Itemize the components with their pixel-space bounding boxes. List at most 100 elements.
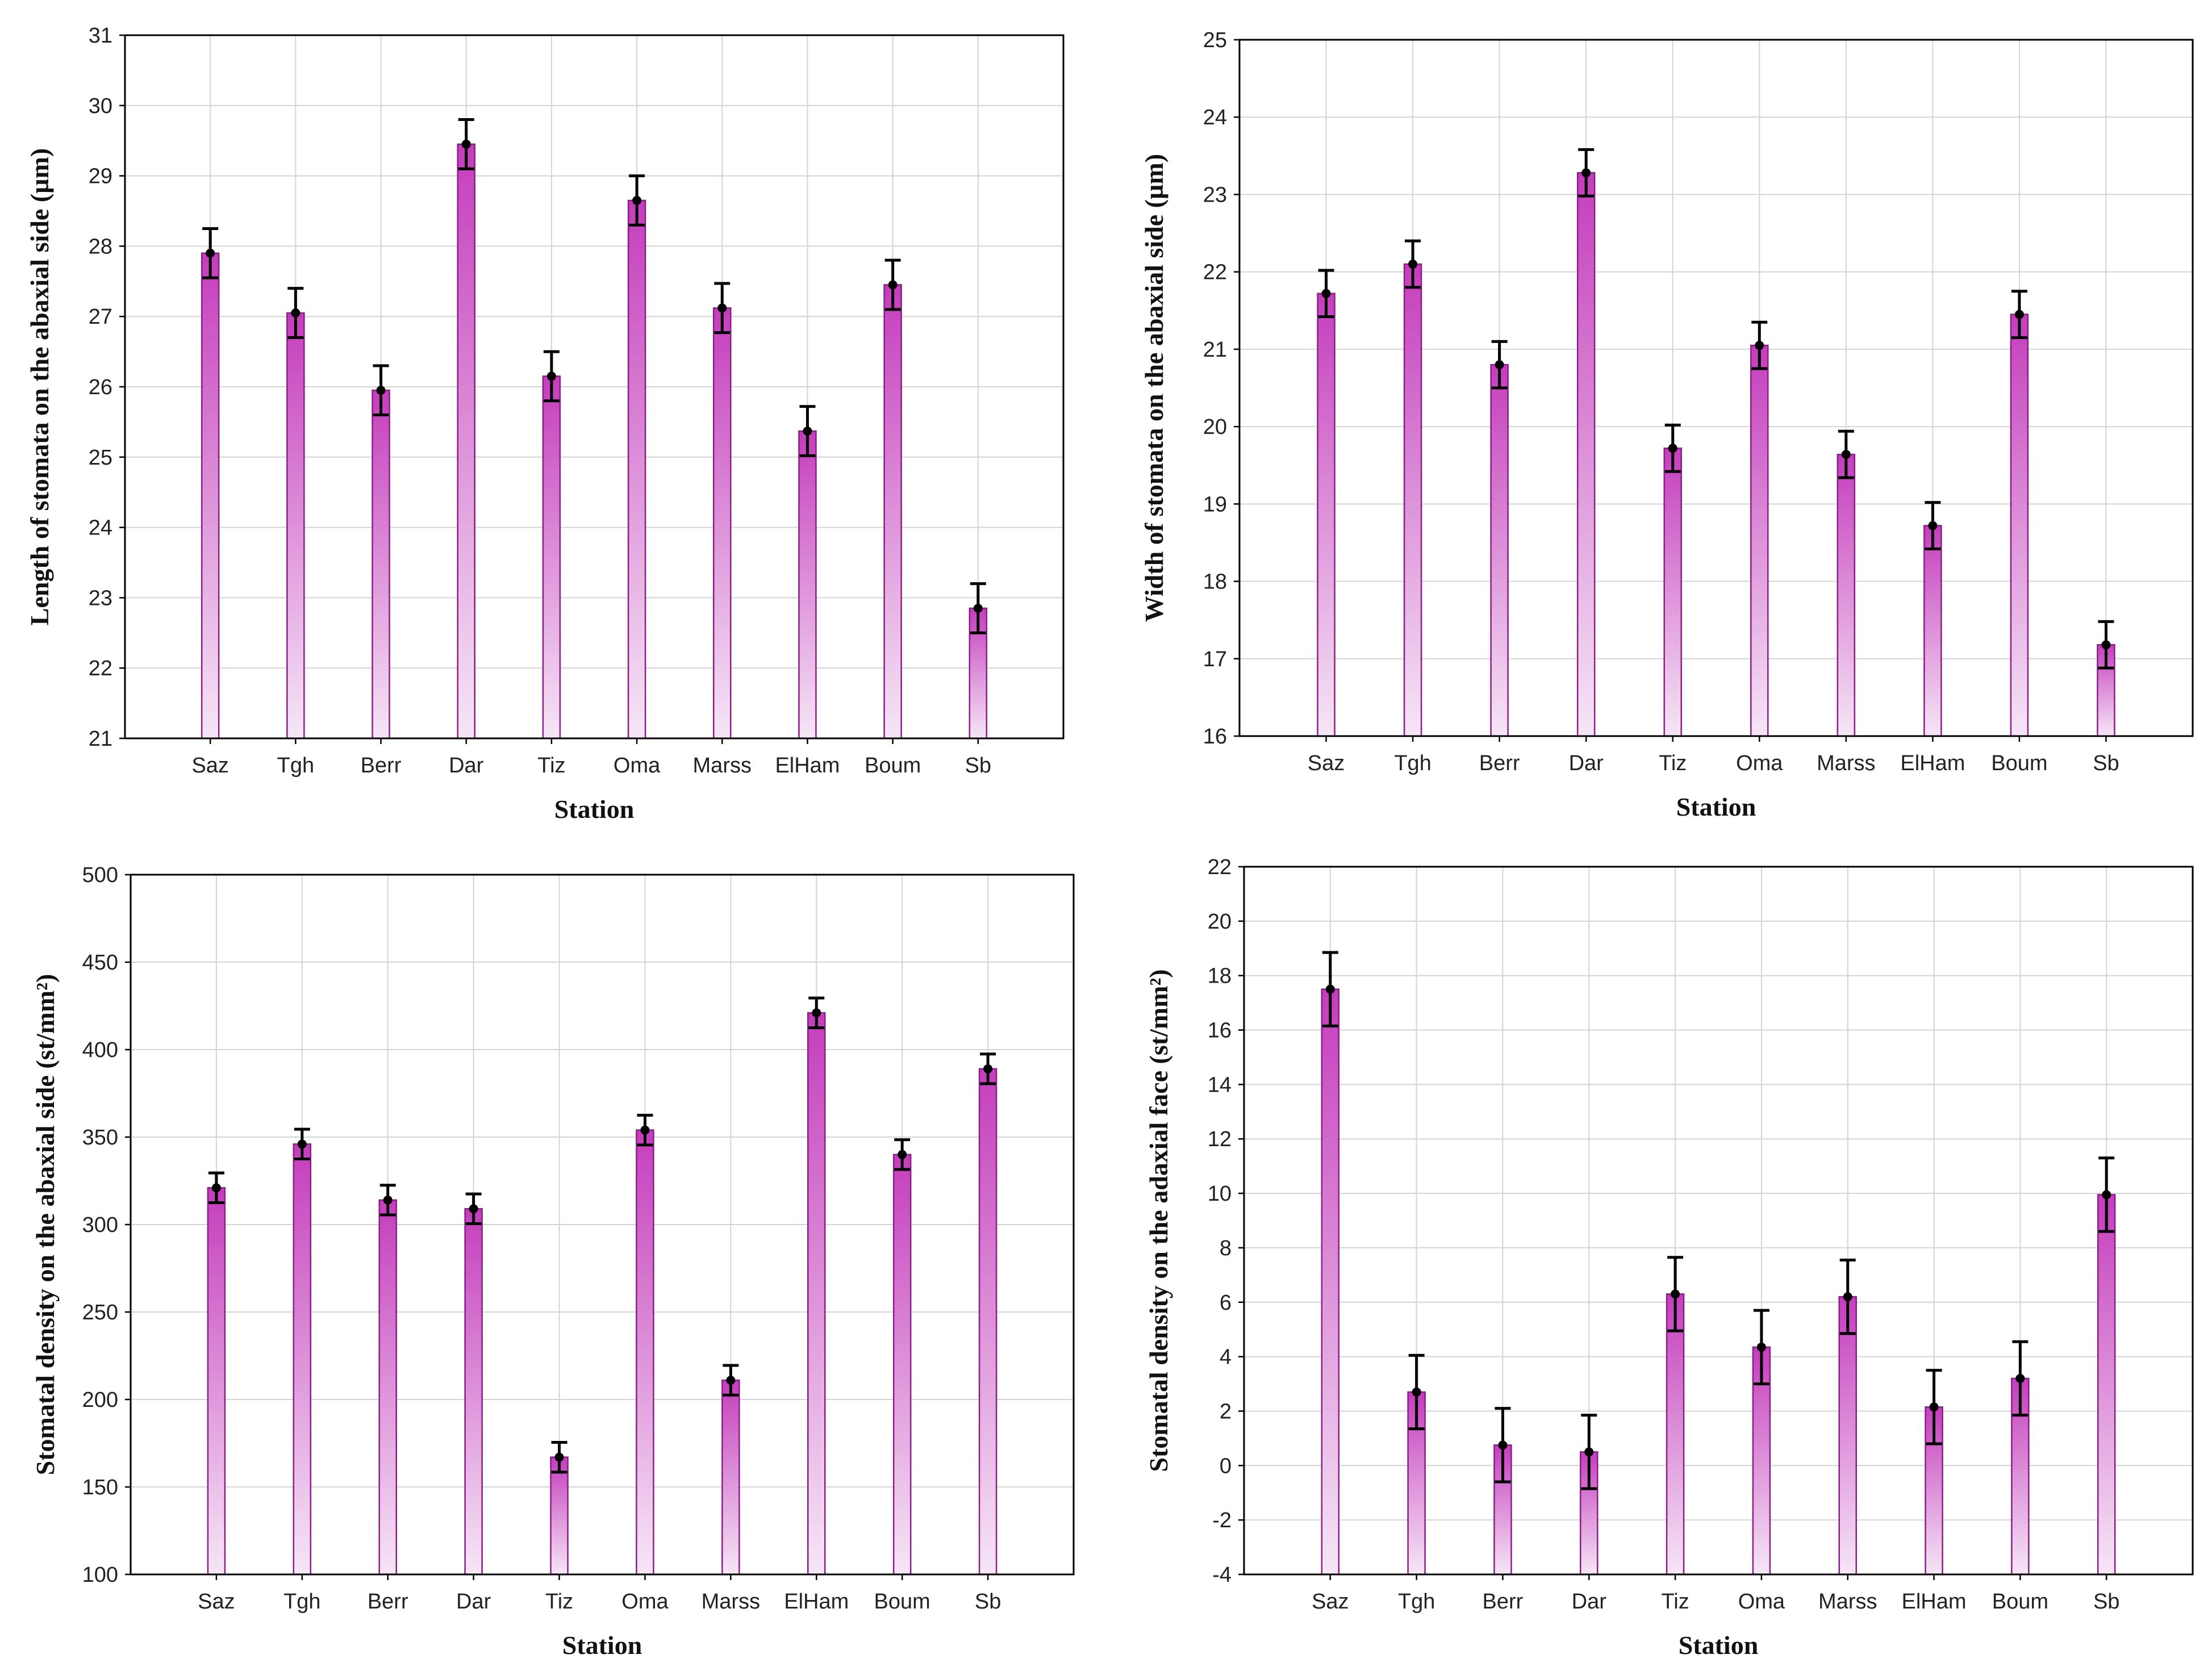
y-tick-label: 25 xyxy=(89,446,112,470)
x-axis-title: Station xyxy=(1679,1631,1759,1660)
bar-berr xyxy=(378,1199,397,1576)
mean-point xyxy=(803,426,812,436)
x-axis-title: Station xyxy=(562,1631,642,1660)
x-tick-label: Tiz xyxy=(1661,1590,1689,1614)
bar-oma xyxy=(627,199,646,740)
mean-point xyxy=(1668,444,1677,453)
bar-saz xyxy=(1317,293,1335,737)
x-tick-label: ElHam xyxy=(1900,751,1965,775)
bar-elham xyxy=(1923,525,1942,737)
mean-point xyxy=(554,1452,564,1462)
x-axis-title: Station xyxy=(554,795,635,824)
bar-dar xyxy=(1576,172,1596,737)
x-tick-label: Dar xyxy=(456,1590,491,1614)
y-tick-label: 22 xyxy=(1203,261,1227,285)
y-axis-title: Width of stomata on the abaxial side (µm… xyxy=(1140,154,1168,622)
y-tick-label: 31 xyxy=(89,24,112,48)
mean-point xyxy=(469,1204,478,1214)
mean-point xyxy=(546,371,556,381)
bar-tgh xyxy=(293,1143,312,1576)
y-tick-label: 22 xyxy=(1208,855,1232,879)
y-tick-label: 27 xyxy=(89,305,112,329)
bar-elham xyxy=(798,430,817,740)
bar-boum xyxy=(883,284,902,740)
y-tick-label: 20 xyxy=(1203,415,1227,439)
y-tick-label: 23 xyxy=(1203,183,1227,207)
mean-point xyxy=(1584,1447,1594,1457)
y-tick-label: 21 xyxy=(1203,338,1227,362)
bar-berr xyxy=(372,389,390,740)
x-tick-label: Tiz xyxy=(1659,751,1687,775)
mean-point xyxy=(1756,1342,1766,1352)
chart-panel-density-adaxial: -4 -2 0 2 4 6 8 10 12 14 16 18 20 22 Saz Tgh Berr Dar Tiz O… xyxy=(1144,855,2194,1660)
mean-point xyxy=(2015,1373,2025,1383)
y-tick-label: 30 xyxy=(89,94,112,118)
mean-point xyxy=(1321,289,1331,298)
bar-tiz xyxy=(550,1456,569,1576)
x-tick-label: Saz xyxy=(1308,751,1345,775)
x-tick-label: ElHam xyxy=(1902,1590,1967,1614)
x-tick-label: Tgh xyxy=(1398,1590,1435,1614)
y-tick-label: 0 xyxy=(1220,1454,1232,1478)
y-tick-label: 22 xyxy=(89,657,112,680)
x-tick-label: Oma xyxy=(613,754,661,778)
mean-point xyxy=(1581,168,1591,178)
x-tick-label: Dar xyxy=(1572,1590,1607,1614)
y-tick-label: 24 xyxy=(1203,106,1227,129)
bar-boum xyxy=(892,1154,912,1576)
x-tick-label: Marss xyxy=(1818,1590,1877,1614)
bar-berr xyxy=(1490,364,1509,737)
y-tick-label: 300 xyxy=(82,1213,118,1237)
x-tick-label: Marss xyxy=(693,754,752,778)
mean-point xyxy=(1843,1292,1852,1302)
bar-saz xyxy=(201,252,220,740)
bar-tgh xyxy=(286,312,305,740)
x-tick-label: Oma xyxy=(1736,751,1783,775)
x-tick-label: Dar xyxy=(1569,751,1604,775)
y-tick-label: 26 xyxy=(89,375,112,399)
x-tick-label: Berr xyxy=(368,1590,408,1614)
x-tick-label: Sb xyxy=(2093,1590,2119,1614)
mean-point xyxy=(1498,1440,1508,1450)
mean-point xyxy=(898,1150,907,1159)
mean-point xyxy=(717,303,727,313)
mean-point xyxy=(1325,984,1335,994)
bar-oma xyxy=(636,1129,654,1576)
mean-point xyxy=(1412,1387,1421,1397)
x-tick-label: Saz xyxy=(198,1590,235,1614)
mean-point xyxy=(376,386,386,395)
chart-panel-length-abaxial: 21 22 23 24 25 26 27 28 29 30 31 Saz Tgh Berr Dar Tiz Om… xyxy=(25,24,1065,824)
x-tick-label: Boum xyxy=(865,754,921,778)
x-tick-label: Marss xyxy=(702,1590,760,1614)
x-tick-label: Oma xyxy=(621,1590,669,1614)
y-tick-label: 400 xyxy=(82,1038,118,1062)
x-axis-title: Station xyxy=(1676,792,1756,821)
y-tick-label: 500 xyxy=(82,863,118,887)
mean-point xyxy=(383,1195,393,1205)
x-tick-label: Sb xyxy=(2093,751,2119,775)
mean-point xyxy=(206,248,215,258)
y-axis-title: Stomatal density on the adaxial face (st… xyxy=(1144,969,1173,1472)
bar-sb xyxy=(2097,1194,2116,1576)
x-tick-label: Boum xyxy=(874,1590,930,1614)
mean-point xyxy=(812,1008,821,1018)
mean-point xyxy=(1408,260,1418,269)
y-tick-label: 100 xyxy=(82,1563,118,1587)
mean-point xyxy=(2101,640,2111,650)
x-tick-label: Tgh xyxy=(283,1590,320,1614)
x-tick-label: Marss xyxy=(1817,751,1875,775)
mean-point xyxy=(726,1376,736,1385)
y-tick-label: 14 xyxy=(1208,1073,1232,1097)
y-tick-label: 10 xyxy=(1208,1182,1232,1206)
x-tick-label: Boum xyxy=(1991,751,2047,775)
y-tick-label: 29 xyxy=(89,165,112,189)
y-tick-label: 6 xyxy=(1220,1291,1232,1315)
bar-saz xyxy=(1321,988,1340,1576)
y-tick-label: 150 xyxy=(82,1476,118,1499)
x-tick-label: Berr xyxy=(1483,1590,1524,1614)
x-tick-label: Tgh xyxy=(277,754,314,778)
x-tick-label: Tiz xyxy=(537,754,565,778)
bar-sb xyxy=(978,1068,998,1576)
mean-point xyxy=(1671,1289,1680,1299)
